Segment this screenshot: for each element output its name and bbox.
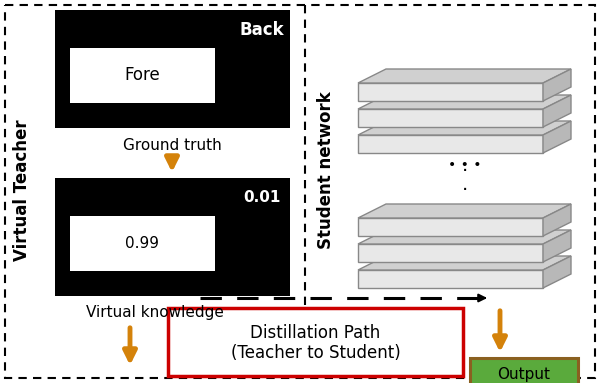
Polygon shape [543, 256, 571, 288]
Text: • • •: • • • [448, 158, 481, 172]
Polygon shape [358, 270, 543, 288]
Polygon shape [358, 244, 543, 262]
Bar [55, 178, 290, 296]
Text: ·
·
·: · · · [461, 162, 467, 219]
Text: Student network: Student network [317, 91, 335, 249]
Bar [55, 10, 290, 128]
Polygon shape [543, 95, 571, 127]
Polygon shape [358, 69, 571, 83]
Polygon shape [358, 256, 571, 270]
Polygon shape [358, 218, 543, 236]
Polygon shape [358, 230, 571, 244]
Polygon shape [358, 204, 571, 218]
Polygon shape [358, 83, 543, 101]
Polygon shape [358, 95, 571, 109]
Text: Virtual knowledge: Virtual knowledge [86, 306, 224, 321]
Text: Output: Output [497, 367, 551, 381]
Text: Ground truth: Ground truth [122, 139, 221, 154]
Bar [70, 216, 215, 271]
Text: Fore: Fore [125, 67, 160, 85]
Polygon shape [543, 230, 571, 262]
Polygon shape [358, 121, 571, 135]
Bar [470, 358, 578, 383]
Text: 0.99: 0.99 [125, 236, 160, 251]
Text: Back: Back [239, 21, 284, 39]
Polygon shape [358, 109, 543, 127]
Bar [168, 308, 463, 376]
Text: (Teacher to Student): (Teacher to Student) [230, 344, 400, 362]
Polygon shape [543, 121, 571, 153]
Polygon shape [543, 69, 571, 101]
Bar [70, 48, 215, 103]
Polygon shape [543, 204, 571, 236]
Text: Distillation Path: Distillation Path [250, 324, 380, 342]
Text: Virtual Teacher: Virtual Teacher [13, 119, 31, 261]
Polygon shape [358, 135, 543, 153]
Text: 0.01: 0.01 [244, 190, 281, 206]
